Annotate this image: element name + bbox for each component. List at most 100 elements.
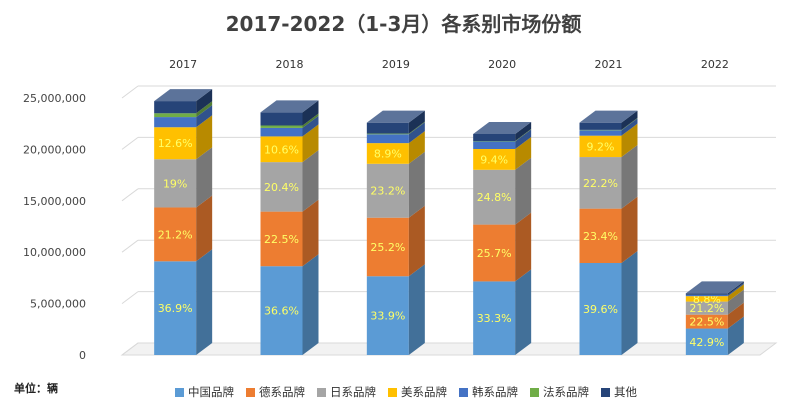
data-label: 22.2% <box>583 177 618 190</box>
bar-segment <box>260 266 303 355</box>
bar-segment <box>473 169 516 225</box>
legend-swatch <box>530 387 539 397</box>
bar-segment-side <box>621 110 638 130</box>
legend-item: 德系品牌 <box>246 384 305 400</box>
bar-segment-side <box>727 302 744 329</box>
bar-segment-side <box>408 121 425 135</box>
bar-segment <box>473 149 516 170</box>
bar-segment-side <box>408 122 425 144</box>
x-tick-label: 2020 <box>488 58 516 71</box>
bar-segment-side <box>408 131 425 164</box>
grid-line-side <box>121 85 139 99</box>
bar-segment <box>685 301 728 315</box>
bar-segment-side <box>408 110 425 134</box>
bar-segment <box>685 293 728 295</box>
legend: 中国品牌 德系品牌 日系品牌 美系品牌 韩系品牌 法系品牌 其他 <box>175 384 637 400</box>
bar-segment-side <box>727 289 744 315</box>
chart-floor <box>120 342 778 356</box>
bar-segment <box>579 208 622 263</box>
bar-segment-side <box>515 137 532 170</box>
bar-segment-side <box>196 249 213 355</box>
bar-segment-side <box>196 105 213 128</box>
bar-segment-side <box>515 269 532 355</box>
grid-line-side <box>121 188 139 202</box>
bar-segment <box>366 122 409 134</box>
bar-segment <box>473 281 516 355</box>
grid-line-side <box>121 136 139 150</box>
legend-item: 中国品牌 <box>175 384 234 400</box>
bar-segment <box>366 217 409 277</box>
bar-segment-side <box>621 196 638 263</box>
bar-segment <box>473 224 516 282</box>
bar-segment-side <box>621 145 638 209</box>
data-label: 25.2% <box>370 241 405 254</box>
bar-segment <box>579 135 622 158</box>
data-label: 12.6% <box>158 137 193 150</box>
data-label: 21.2% <box>158 228 193 241</box>
legend-label: 美系品牌 <box>401 385 447 399</box>
bar-segment-side <box>515 129 532 150</box>
bar-segment-side <box>302 100 319 126</box>
data-label: 25.7% <box>477 247 512 260</box>
x-tick-label: 2017 <box>169 58 197 71</box>
bar-segment-side <box>408 205 425 277</box>
bar-segment <box>366 133 409 135</box>
bar-segment <box>366 163 409 218</box>
bar-segment <box>260 136 303 163</box>
y-tick-label: 15,000,000 <box>23 195 86 208</box>
bar-segment-side <box>727 282 744 297</box>
data-label: 21.2% <box>689 302 724 315</box>
bar-top <box>579 110 638 123</box>
bar-segment <box>685 294 728 297</box>
bar-segment <box>685 296 728 302</box>
bar-segment-side <box>302 113 319 128</box>
bar-segment-side <box>408 151 425 218</box>
data-label: 8.9% <box>374 147 402 160</box>
bar-segment-side <box>621 123 638 158</box>
data-label: 39.6% <box>583 303 618 316</box>
bar-segment-side <box>621 118 638 136</box>
bar-top <box>366 110 425 123</box>
legend-item: 法系品牌 <box>530 384 589 400</box>
y-tick-label: 20,000,000 <box>23 143 86 156</box>
legend-item: 日系品牌 <box>317 384 376 400</box>
legend-item: 其他 <box>601 384 637 400</box>
unit-label: 单位：辆 <box>14 382 58 395</box>
grid-line-side <box>121 291 139 305</box>
y-tick-label: 0 <box>79 349 86 362</box>
bar-segment-side <box>302 199 319 267</box>
legend-label: 德系品牌 <box>259 385 305 399</box>
bar-segment-side <box>196 147 213 208</box>
bar-segment <box>579 130 622 136</box>
grid-line-side <box>121 342 139 356</box>
bar-segment-side <box>196 101 213 118</box>
x-tick-label: 2022 <box>701 58 729 71</box>
data-label: 36.6% <box>264 305 299 318</box>
legend-swatch <box>459 387 468 397</box>
data-label: 23.4% <box>583 230 618 243</box>
bar-segment-side <box>727 281 744 295</box>
bar-segment <box>154 261 197 355</box>
bar-segment <box>579 157 622 209</box>
bar-segment <box>366 143 409 164</box>
bar-segment <box>473 141 516 150</box>
bar-segment-side <box>515 129 532 142</box>
data-label: 9.4% <box>480 153 508 166</box>
bar-segment-side <box>515 121 532 142</box>
bar-segment <box>579 262 622 355</box>
bar-segment <box>154 101 197 114</box>
legend-swatch <box>601 387 610 397</box>
legend-label: 中国品牌 <box>188 385 234 399</box>
legend-label: 韩系品牌 <box>472 385 518 399</box>
legend-swatch <box>175 387 184 397</box>
bar-segment <box>473 133 516 142</box>
bar-segment-side <box>302 124 319 163</box>
chart-title: 2017-2022（1-3月）各系别市场份额 <box>225 12 582 36</box>
legend-swatch <box>246 387 255 397</box>
x-tick-label: 2018 <box>276 58 304 71</box>
bar-segment-side <box>408 264 425 355</box>
bar-segment-side <box>727 316 744 355</box>
bar-top <box>473 121 532 134</box>
x-tick-label: 2021 <box>595 58 623 71</box>
